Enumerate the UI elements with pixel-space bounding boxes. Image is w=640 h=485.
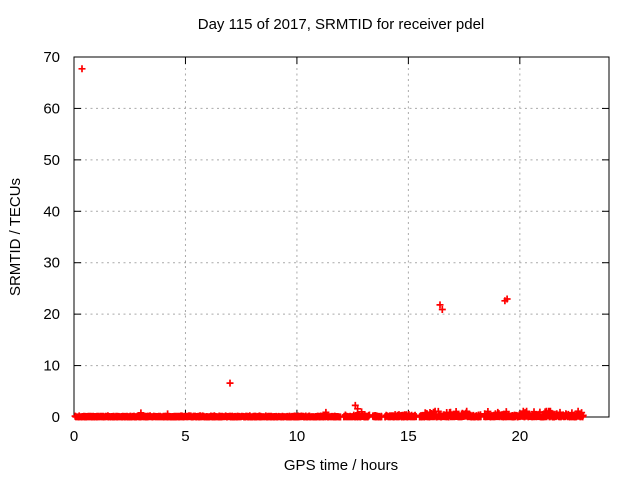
y-tick-label: 10 — [43, 358, 60, 375]
x-tick-label: 10 — [289, 428, 306, 445]
plot-frame — [73, 56, 610, 418]
grid-lines — [74, 57, 609, 417]
y-tick-label: 0 — [52, 409, 60, 426]
tick-labels: 0 5 10 15 20 0 10 20 30 40 50 60 70 — [43, 49, 528, 445]
y-tick-label: 20 — [43, 306, 60, 323]
x-tick-label: 0 — [70, 428, 78, 445]
y-tick-label: 30 — [43, 255, 60, 272]
y-tick-label: 70 — [43, 49, 60, 66]
outlier-markers — [78, 65, 564, 418]
x-tick-label: 20 — [511, 428, 528, 445]
y-tick-label: 60 — [43, 100, 60, 117]
chart-title: Day 115 of 2017, SRMTID for receiver pde… — [198, 16, 485, 33]
baseline-band-markers — [71, 407, 587, 421]
plot-border — [73, 56, 610, 418]
y-axis-label: SRMTID / TECUs — [7, 178, 24, 296]
y-tick-label: 50 — [43, 152, 60, 169]
data-markers — [71, 65, 587, 421]
x-axis-label: GPS time / hours — [284, 457, 398, 474]
x-tick-label: 15 — [400, 428, 417, 445]
x-tick-label: 5 — [181, 428, 189, 445]
y-tick-label: 40 — [43, 203, 60, 220]
